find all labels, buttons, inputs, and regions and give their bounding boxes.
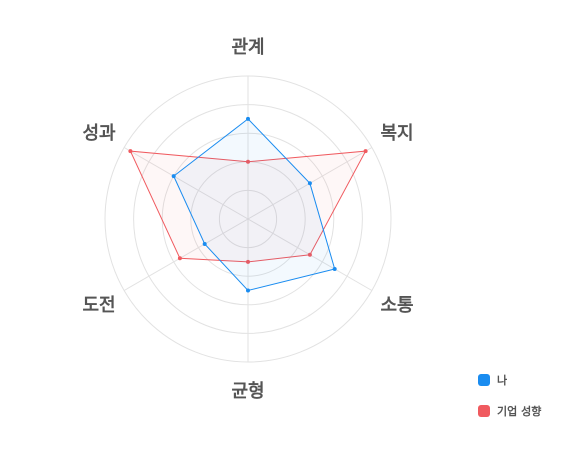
data-point-1[interactable] [246,259,250,264]
legend-swatch-company [478,405,490,417]
legend: 나 기업 성향 [478,368,541,430]
data-point-0[interactable] [307,181,312,186]
grid-spoke [123,218,249,291]
legend-label-company: 기업 성향 [497,405,542,418]
data-point-0[interactable] [246,288,250,293]
data-point-0[interactable] [332,267,337,271]
data-point-1[interactable] [307,252,312,257]
axis-label: 성과 [82,123,116,144]
data-point-0[interactable] [171,174,176,179]
series-layer [128,116,368,293]
legend-item-me[interactable]: 나 [478,368,541,392]
legend-swatch-me [478,374,490,386]
legend-label-me: 나 [497,374,508,387]
data-point-1[interactable] [128,149,133,154]
axis-label: 균형 [231,381,264,402]
data-point-1[interactable] [246,159,250,164]
grid-spoke [123,147,249,220]
axis-label: 관계 [231,37,264,58]
axis-label: 도전 [82,295,115,316]
legend-item-company[interactable]: 기업 성향 [478,399,541,423]
data-point-1[interactable] [363,149,368,154]
data-point-1[interactable] [177,256,182,261]
axis-label: 소통 [380,295,413,316]
data-point-0[interactable] [246,116,250,121]
axis-label: 복지 [380,123,413,144]
data-point-0[interactable] [202,242,207,246]
series-area-0 [173,118,336,292]
